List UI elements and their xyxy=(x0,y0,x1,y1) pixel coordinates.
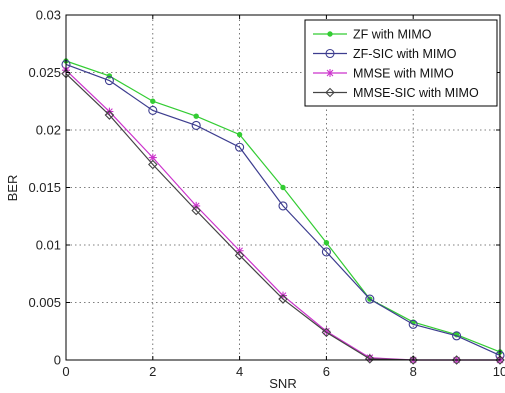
legend-label-3: MMSE-SIC with MIMO xyxy=(353,86,479,100)
legend-label-2: MMSE with MIMO xyxy=(353,67,454,81)
x-tick-label-3: 6 xyxy=(323,364,330,379)
y-tick-label-0: 0 xyxy=(54,353,61,368)
data-point-s0-1 xyxy=(107,74,111,78)
data-point-s0-6 xyxy=(324,241,328,245)
legend: ZF with MIMO ZF-SIC with MIMO MMSE with MI… xyxy=(305,20,497,106)
x-tick-label-5: 10 xyxy=(493,364,505,379)
legend-label-0: ZF with MIMO xyxy=(353,28,432,42)
x-axis-label: SNR xyxy=(269,376,296,391)
y-tick-label-2: 0.01 xyxy=(36,238,61,253)
y-tick-label-5: 0.025 xyxy=(28,65,61,80)
y-tick-label-1: 0.005 xyxy=(28,295,61,310)
x-tick-label-2: 4 xyxy=(236,364,243,379)
data-point-s0-2 xyxy=(151,99,155,103)
y-tick-label-4: 0.02 xyxy=(36,123,61,138)
y-tick-label-3: 0.015 xyxy=(28,180,61,195)
x-tick-label-1: 2 xyxy=(149,364,156,379)
y-tick-label-6: 0.03 xyxy=(36,8,61,23)
y-axis-label: BER xyxy=(5,175,20,202)
legend-marker-2 xyxy=(326,69,334,77)
data-point-s0-3 xyxy=(194,114,198,118)
x-tick-label-4: 8 xyxy=(410,364,417,379)
legend-label-1: ZF-SIC with MIMO xyxy=(353,47,457,61)
data-point-s0-4 xyxy=(237,132,241,136)
data-point-s0-5 xyxy=(281,185,285,189)
x-tick-label-0: 0 xyxy=(62,364,69,379)
legend-marker-0 xyxy=(328,32,332,36)
